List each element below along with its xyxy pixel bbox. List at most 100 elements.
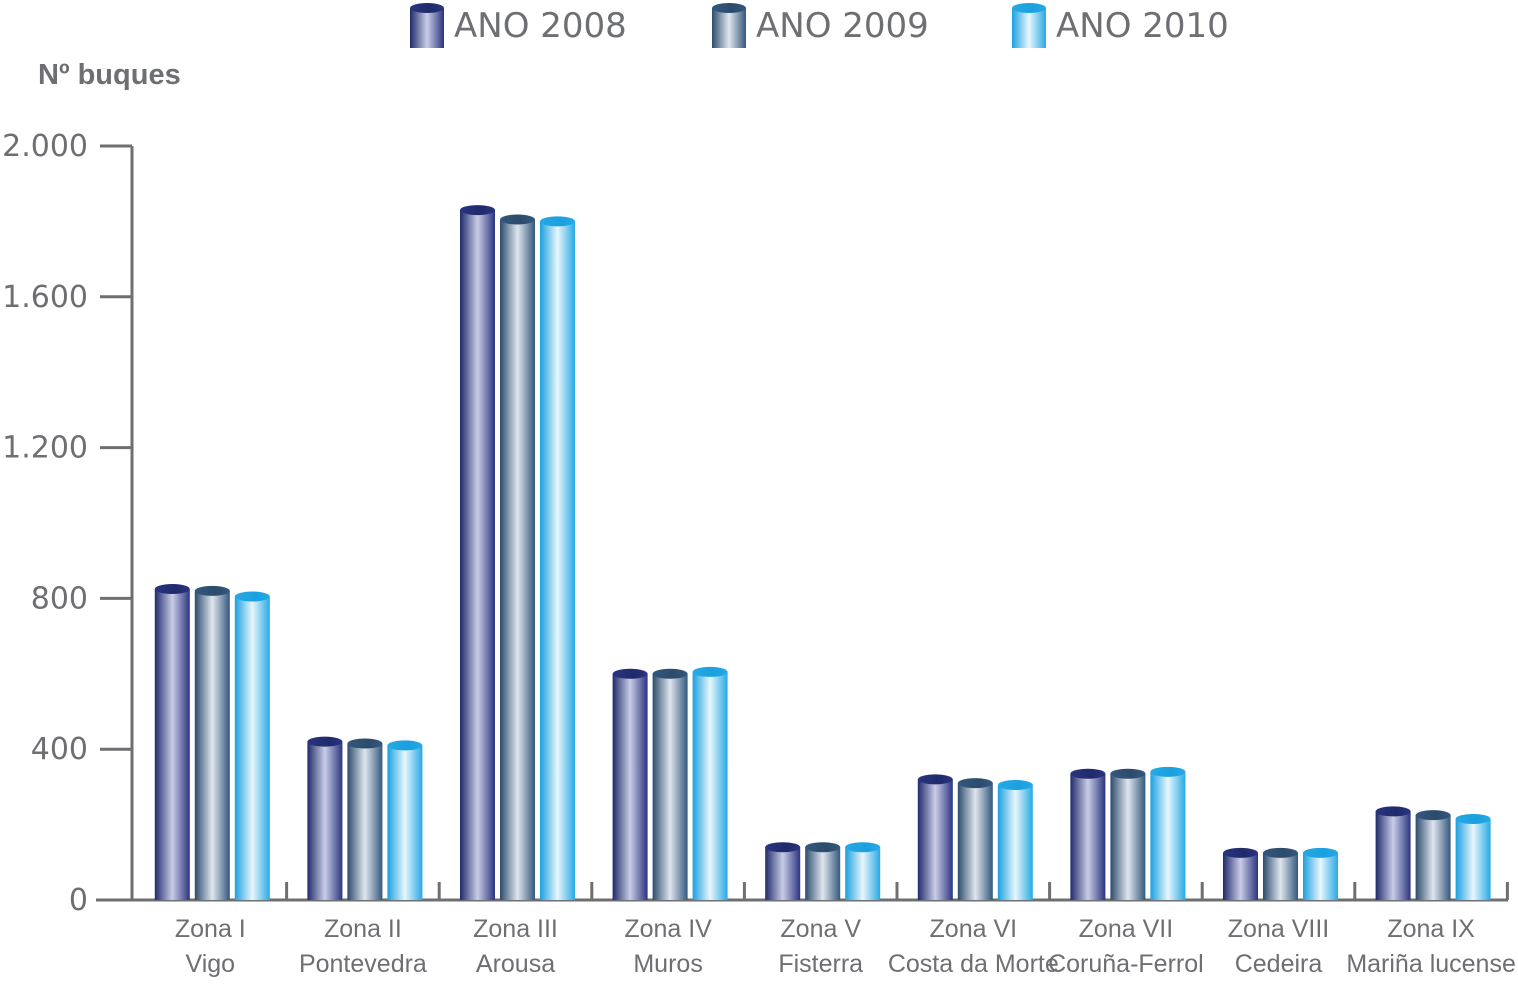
y-tick-label: 2.000 bbox=[2, 129, 88, 164]
bar-cap bbox=[387, 740, 423, 751]
x-tick-label: Zona VIII bbox=[1228, 915, 1329, 943]
bar-body bbox=[652, 673, 688, 900]
legend-label: ANO 2010 bbox=[1056, 6, 1229, 46]
bar-cap bbox=[1415, 810, 1451, 821]
x-tick-label: Zona I bbox=[175, 915, 246, 943]
x-tick-label: Pontevedra bbox=[299, 950, 427, 978]
bar-body bbox=[845, 847, 881, 900]
legend-item: ANO 2010 bbox=[1012, 3, 1229, 48]
bar-cap bbox=[1110, 768, 1146, 779]
y-tick-label: 800 bbox=[31, 581, 88, 616]
y-tick-label: 0 bbox=[69, 883, 88, 918]
bar-cap bbox=[917, 774, 953, 785]
bar-cap bbox=[307, 736, 343, 747]
bar bbox=[540, 216, 575, 900]
bar-cap bbox=[347, 738, 383, 749]
bar-body bbox=[347, 743, 383, 900]
bar bbox=[1070, 768, 1106, 900]
legend-swatch bbox=[410, 8, 444, 48]
bar-body bbox=[1303, 852, 1338, 900]
y-tick-label: 1.200 bbox=[2, 431, 88, 466]
bar bbox=[1263, 847, 1298, 900]
bar bbox=[652, 668, 688, 900]
x-tick-label: Arousa bbox=[476, 950, 555, 978]
bar bbox=[1455, 813, 1491, 900]
x-tick-label: Zona VII bbox=[1079, 915, 1174, 943]
bar-body bbox=[805, 847, 841, 900]
bar bbox=[234, 591, 270, 900]
legend-label: ANO 2008 bbox=[454, 6, 627, 46]
x-tick-label: Zona V bbox=[780, 915, 861, 943]
bar-body bbox=[692, 671, 728, 900]
bar-cap bbox=[500, 214, 535, 225]
bar-body bbox=[1110, 773, 1146, 900]
legend-swatch bbox=[712, 8, 746, 48]
bar bbox=[1110, 768, 1146, 900]
x-tick-label: Mariña lucense bbox=[1346, 950, 1516, 978]
bar-body bbox=[1375, 811, 1411, 900]
legend-swatch-cap bbox=[410, 3, 444, 13]
legend-swatch bbox=[1012, 8, 1046, 48]
x-tick-label: Vigo bbox=[186, 950, 236, 978]
bar bbox=[805, 842, 841, 900]
bar-cap bbox=[1223, 847, 1258, 858]
bar bbox=[692, 666, 728, 900]
bar-body bbox=[234, 596, 270, 900]
x-tick-label: Zona VI bbox=[930, 915, 1018, 943]
bar bbox=[1375, 806, 1411, 900]
bar-body bbox=[997, 785, 1033, 900]
bar bbox=[154, 583, 190, 900]
bar-cap bbox=[692, 666, 728, 677]
legend-swatch-cap bbox=[1012, 3, 1046, 13]
bar-cap bbox=[957, 778, 993, 789]
x-tick-label: Coruña-Ferrol bbox=[1048, 950, 1204, 978]
category-labels: Zona I Vigo Zona II Pontevedra Zona III Arous… bbox=[175, 915, 1516, 978]
x-tick-label: Fisterra bbox=[778, 950, 863, 978]
bar-cap bbox=[845, 842, 881, 853]
bar bbox=[917, 774, 953, 900]
y-tick-label: 1.600 bbox=[2, 280, 88, 315]
bar bbox=[765, 842, 801, 900]
bar bbox=[1415, 810, 1451, 900]
bar-cap bbox=[154, 583, 190, 594]
bar-cap bbox=[194, 585, 230, 596]
x-tick-label: Costa da Morte bbox=[888, 950, 1059, 978]
bar-cap bbox=[1263, 847, 1298, 858]
y-tick-label: 400 bbox=[31, 732, 88, 767]
bar-body bbox=[307, 741, 343, 900]
bar bbox=[194, 585, 230, 900]
bars bbox=[154, 205, 1491, 901]
bar bbox=[997, 780, 1033, 900]
bar-body bbox=[1455, 818, 1491, 900]
bar-cap bbox=[612, 668, 648, 679]
bar bbox=[1150, 766, 1186, 900]
legend-item: ANO 2008 bbox=[410, 3, 627, 48]
bar-cap bbox=[1303, 847, 1338, 858]
bar-body bbox=[1415, 815, 1451, 900]
bar-cap bbox=[234, 591, 270, 602]
bar-body bbox=[194, 590, 230, 900]
bar bbox=[307, 736, 343, 900]
x-tick-label: Zona IX bbox=[1387, 915, 1475, 943]
bar-cap bbox=[1455, 813, 1491, 824]
bar-cap bbox=[652, 668, 688, 679]
legend-swatch-cap bbox=[712, 3, 746, 13]
bar bbox=[387, 740, 423, 900]
x-tick-label: Zona II bbox=[324, 915, 402, 943]
bar-cap bbox=[1150, 766, 1186, 777]
x-tick-label: Cedeira bbox=[1235, 950, 1323, 978]
bar-body bbox=[957, 783, 993, 900]
bar-body bbox=[500, 219, 535, 900]
bar-body bbox=[765, 847, 801, 900]
bar bbox=[1303, 847, 1338, 900]
bar-body bbox=[1263, 852, 1298, 900]
bar-cap bbox=[765, 842, 801, 853]
x-tick-label: Muros bbox=[633, 950, 702, 978]
bar-cap bbox=[1070, 768, 1106, 779]
legend-label: ANO 2009 bbox=[756, 6, 929, 46]
bar-body bbox=[1150, 771, 1186, 900]
bar bbox=[845, 842, 881, 900]
x-tick-label: Zona IV bbox=[624, 915, 712, 943]
bar-body bbox=[540, 221, 575, 900]
bar bbox=[347, 738, 383, 900]
